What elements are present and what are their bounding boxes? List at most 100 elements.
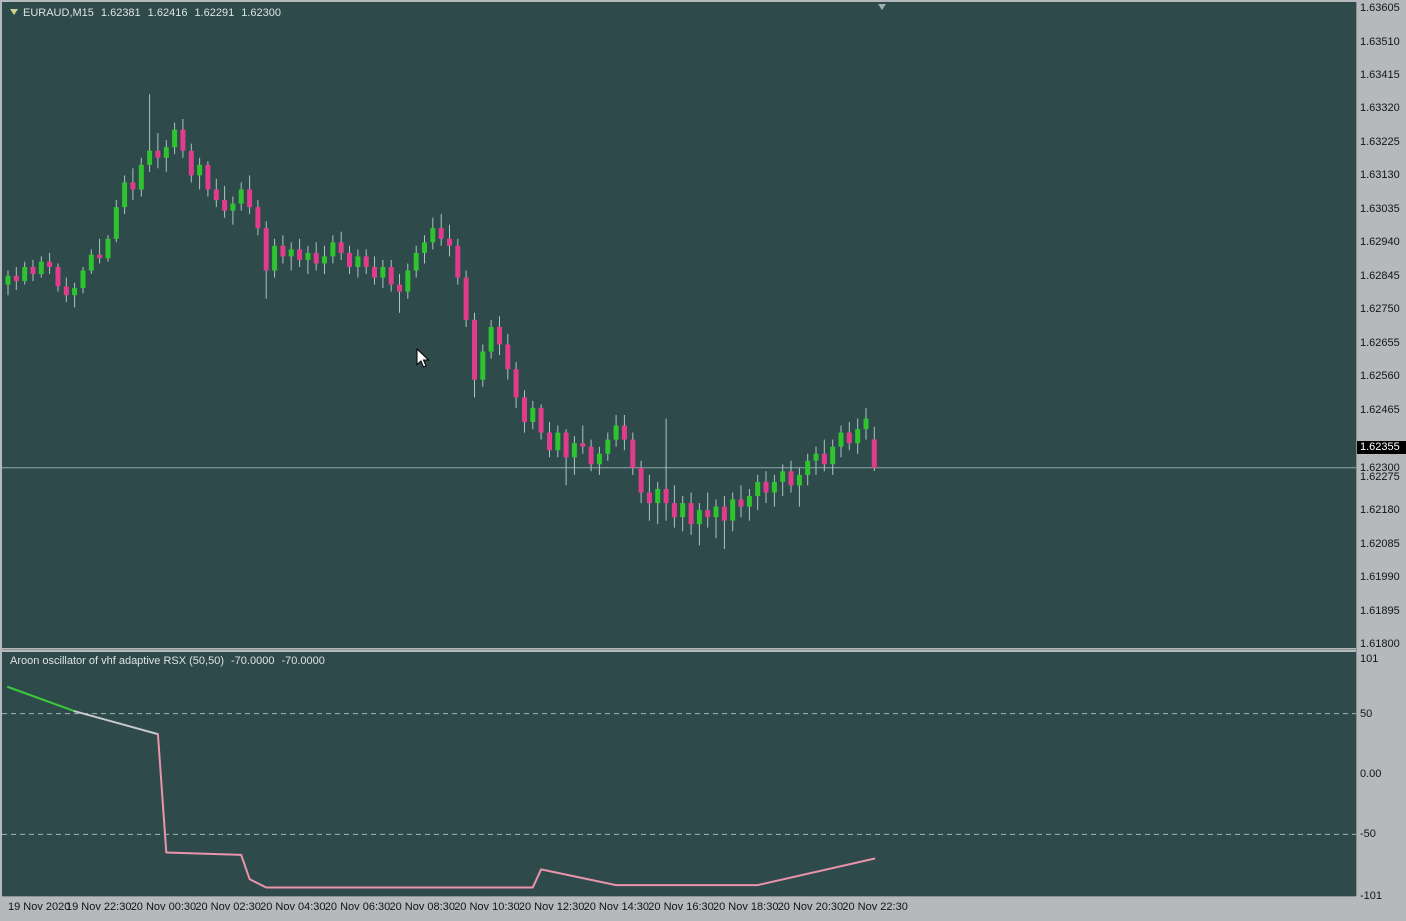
candle [555, 425, 561, 458]
candle [472, 312, 477, 398]
price-tick-label: 1.62465 [1360, 403, 1400, 416]
indicator-axis-label: -50 [1360, 828, 1376, 841]
candle [13, 267, 19, 290]
candle [63, 277, 69, 303]
panel-separator[interactable] [2, 649, 1356, 650]
symbol-label: EURAUD,M15 [23, 7, 94, 19]
symbol-header: EURAUD,M15 1.62381 1.62416 1.62291 1.62300 [10, 7, 281, 19]
candle [147, 94, 153, 172]
candle [205, 161, 211, 197]
candle [755, 474, 761, 511]
axis-separator [1356, 2, 1357, 896]
candle [680, 496, 686, 532]
candle [388, 259, 394, 292]
price-tick-label: 1.62560 [1360, 370, 1400, 383]
time-axis-label: 20 Nov 10:30 [454, 901, 520, 913]
candle [280, 235, 286, 264]
time-axis-label: 20 Nov 18:30 [713, 901, 779, 913]
candle [580, 425, 586, 454]
indicator-axis-label: 0.00 [1360, 768, 1382, 780]
candle [438, 214, 444, 246]
mouse-cursor-icon [416, 348, 430, 368]
candlestick-chart[interactable] [2, 2, 1356, 648]
price-axis[interactable]: 1.62355 1.62300 1.63605 1.63510 1.63415 1.6… [1356, 2, 1406, 650]
price-tick-label: 1.63320 [1360, 102, 1400, 115]
candle [188, 143, 194, 183]
candle [122, 175, 128, 215]
candle [38, 256, 44, 278]
candle [197, 157, 203, 190]
candle [213, 178, 219, 208]
candle [338, 231, 344, 260]
main-chart-panel[interactable]: EURAUD,M15 1.62381 1.62416 1.62291 1.62300 [2, 2, 1356, 648]
candle [796, 467, 802, 507]
candle [313, 242, 319, 271]
candle [155, 133, 161, 169]
price-tick-label: 1.62940 [1360, 236, 1400, 249]
candle [330, 235, 336, 264]
price-tick-label: 1.62275 [1360, 470, 1400, 483]
candle [463, 270, 469, 327]
candle [138, 157, 144, 197]
indicator-axis[interactable]: 101 50 0.00 -50 -101 [1356, 652, 1406, 921]
quote-close: 1.62300 [241, 7, 281, 19]
indicator-value-1: -70.0000 [231, 655, 275, 667]
candle [788, 460, 794, 493]
candle [238, 182, 244, 211]
chart-shift-marker-icon[interactable] [878, 4, 886, 10]
candle [721, 496, 727, 549]
candle [88, 249, 94, 274]
candle [422, 235, 427, 264]
candle [263, 221, 269, 299]
candle [480, 344, 486, 387]
candle [571, 436, 577, 475]
candle [297, 238, 303, 267]
oscillator-line-segment [7, 686, 76, 713]
candle [688, 492, 694, 535]
indicator-axis-label: -101 [1360, 890, 1383, 902]
price-tick-label: 1.63130 [1360, 169, 1400, 182]
candle [838, 425, 844, 458]
time-axis-label: 20 Nov 16:30 [648, 901, 714, 913]
candle [413, 245, 419, 278]
candle [247, 175, 253, 215]
candle [547, 422, 552, 458]
oscillator-chart[interactable] [2, 652, 1356, 896]
candle [846, 422, 852, 451]
price-tick-label: 1.63605 [1360, 2, 1400, 14]
price-tick-label: 1.63510 [1360, 35, 1400, 48]
candle [255, 200, 261, 236]
candle [505, 333, 511, 380]
time-axis-label: 19 Nov 2020 [8, 901, 71, 913]
time-axis-label: 20 Nov 08:30 [389, 901, 455, 913]
indicator-name: Aroon oscillator of vhf adaptive RSX (50… [10, 655, 225, 667]
candle [305, 245, 311, 274]
price-tick-label: 1.62750 [1360, 303, 1400, 316]
candle [30, 259, 36, 282]
candle [530, 400, 536, 430]
indicator-header: Aroon oscillator of vhf adaptive RSX (50… [10, 655, 325, 667]
symbol-dropdown-icon[interactable] [10, 9, 18, 15]
candle [347, 245, 352, 274]
candle [513, 362, 519, 408]
candle [713, 499, 719, 539]
candle [372, 256, 377, 285]
candle [322, 245, 327, 274]
candle [738, 485, 744, 518]
candle [130, 168, 136, 200]
time-axis-label: 20 Nov 02:30 [195, 901, 261, 913]
candle [47, 252, 53, 274]
candle [97, 238, 103, 264]
price-tick-label: 1.63035 [1360, 202, 1400, 215]
candle [746, 489, 752, 521]
candle [663, 418, 669, 521]
candle [596, 446, 602, 475]
candle [638, 460, 644, 504]
candle [805, 453, 811, 486]
bid-price-label: 1.62300 [1360, 461, 1400, 474]
quote-high: 1.62416 [147, 7, 188, 19]
candle [630, 432, 636, 475]
candle [646, 474, 652, 521]
time-axis[interactable]: 19 Nov 2020 19 Nov 22:30 20 Nov 00:30 20 No… [2, 896, 1356, 921]
indicator-panel[interactable]: Aroon oscillator of vhf adaptive RSX (50… [2, 652, 1356, 896]
